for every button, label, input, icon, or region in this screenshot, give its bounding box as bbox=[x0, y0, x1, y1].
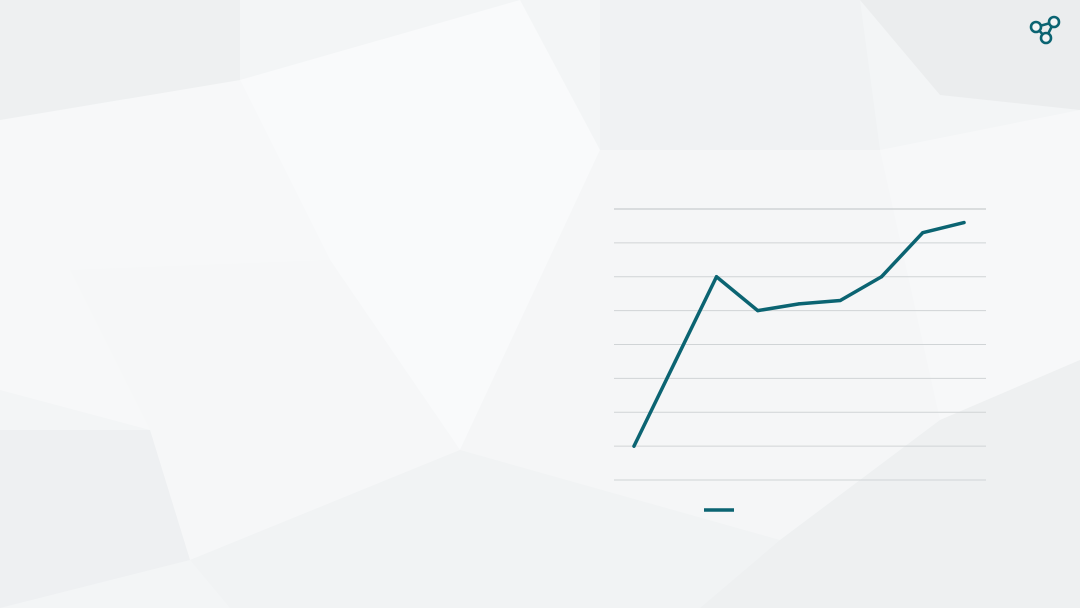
data-point bbox=[632, 444, 636, 448]
data-point bbox=[714, 275, 719, 279]
share-network-icon[interactable] bbox=[1027, 14, 1063, 46]
data-point bbox=[797, 302, 801, 306]
data-point bbox=[962, 220, 966, 225]
data-point bbox=[673, 359, 677, 364]
data-point bbox=[921, 231, 925, 235]
data-point bbox=[879, 275, 884, 279]
data-point bbox=[838, 298, 842, 303]
data-point bbox=[756, 309, 760, 313]
chart-gridlines bbox=[614, 208, 986, 481]
chart-series-layer bbox=[632, 220, 966, 448]
